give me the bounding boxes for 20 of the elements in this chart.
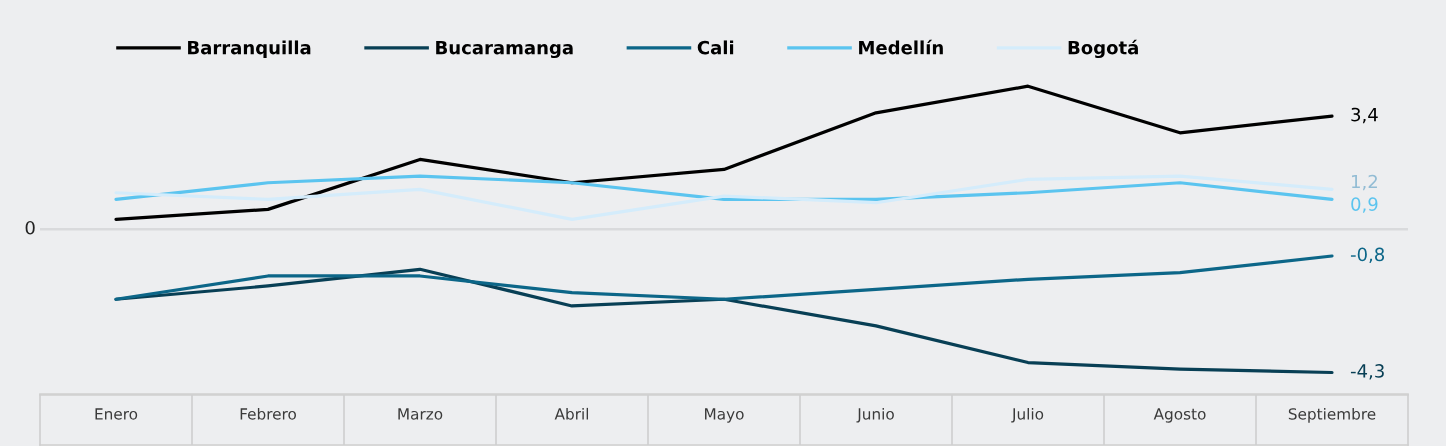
x-tick-label: Abril: [554, 407, 589, 420]
legend-label: Bucaramanga: [436, 40, 573, 59]
x-tick-label: Febrero: [240, 407, 296, 420]
data-label: -4,3: [1350, 364, 1384, 380]
x-tick-label: Mayo: [705, 408, 744, 423]
legend-label: Medellín: [859, 39, 943, 55]
x-tick-label: Enero: [95, 408, 138, 420]
data-label: 3,4: [1351, 107, 1378, 124]
x-tick-label: Julio: [1011, 407, 1044, 423]
data-label: 0,9: [1351, 197, 1378, 213]
x-tick-label: Marzo: [398, 408, 443, 420]
x-tick-label: Agosto: [1153, 408, 1206, 423]
x-tick-label: Septiembre: [1288, 407, 1376, 423]
data-label: -0,8: [1350, 247, 1385, 264]
legend-label: Barranquilla: [188, 40, 311, 58]
legend-label: Bogotá: [1068, 39, 1138, 59]
x-tick-label: Junio: [856, 407, 894, 423]
data-label: 1,2: [1352, 174, 1377, 191]
ref-line-label: 0: [25, 220, 35, 235]
legend-label: Cali: [697, 40, 734, 55]
